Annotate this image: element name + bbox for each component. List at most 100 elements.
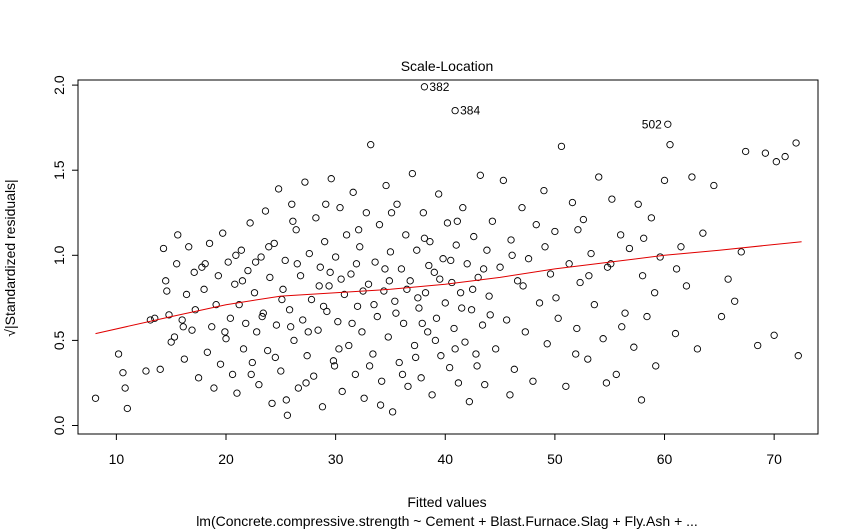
data-point [672, 265, 681, 273]
data-point [307, 295, 316, 304]
data-point [630, 343, 638, 351]
data-point [612, 370, 620, 379]
data-point [552, 294, 560, 302]
data-point [445, 363, 454, 372]
data-point [618, 323, 626, 331]
data-point [384, 333, 392, 341]
data-point [272, 321, 281, 329]
data-point [483, 246, 491, 254]
data-point [634, 200, 642, 208]
data-point [437, 352, 445, 360]
data-point [386, 248, 395, 256]
chart-title: Scale-Location [401, 58, 494, 74]
data-point [399, 319, 408, 328]
data-point [529, 377, 537, 385]
data-point [365, 362, 374, 370]
data-point [238, 277, 247, 285]
data-point [508, 251, 516, 259]
data-point [519, 282, 527, 290]
data-point [485, 292, 493, 300]
data-point [163, 287, 171, 295]
data-point [329, 357, 338, 365]
data-point [259, 309, 267, 317]
data-point [503, 316, 511, 324]
data-point [473, 362, 481, 370]
data-point [602, 379, 611, 387]
data-point [91, 394, 100, 402]
plot-frame [77, 79, 819, 435]
data-point [451, 345, 459, 353]
data-point [587, 249, 595, 258]
data-point [342, 231, 351, 239]
data-point [142, 367, 150, 375]
data-point [292, 226, 300, 234]
data-point [301, 178, 309, 186]
data-point [421, 289, 430, 297]
data-point [338, 387, 346, 396]
data-point [463, 260, 471, 268]
data-point [452, 241, 460, 249]
data-point [162, 277, 170, 285]
data-point [458, 304, 466, 312]
data-point [304, 328, 312, 336]
data-point [373, 312, 381, 321]
data-point [287, 323, 295, 331]
data-point [710, 181, 718, 190]
data-point [476, 171, 484, 179]
data-point [470, 232, 478, 241]
x-tick-label: 10 [109, 451, 125, 467]
data-point [278, 295, 286, 304]
data-point [450, 324, 458, 333]
labeled-data-point [451, 106, 459, 115]
data-point [546, 270, 555, 278]
data-point [425, 261, 433, 270]
data-point [772, 158, 780, 166]
data-point [770, 331, 778, 339]
data-point [325, 282, 333, 290]
data-point [250, 289, 259, 297]
data-point [647, 214, 656, 222]
data-point [761, 149, 770, 157]
data-point [562, 382, 570, 390]
smooth-trend-line [95, 241, 802, 335]
data-point [224, 258, 232, 266]
data-point [114, 350, 123, 358]
data-point [410, 341, 419, 350]
data-point [246, 219, 254, 227]
data-point [418, 319, 426, 328]
data-point [599, 335, 607, 343]
data-point [402, 231, 410, 239]
data-point [123, 404, 131, 413]
data-point [382, 181, 390, 190]
data-point [441, 299, 449, 307]
data-point [305, 249, 313, 258]
data-point [518, 203, 526, 212]
data-point [572, 350, 580, 358]
data-point [535, 299, 544, 307]
x-tick-label: 60 [657, 451, 673, 467]
data-point [331, 253, 340, 261]
data-point [392, 309, 400, 317]
data-point [336, 203, 344, 212]
data-point [443, 219, 452, 227]
data-point [321, 238, 329, 246]
data-point [467, 306, 476, 314]
data-point [656, 253, 664, 261]
data-point [488, 217, 497, 225]
data-point [454, 379, 463, 387]
data-point [574, 226, 582, 234]
data-point [293, 260, 301, 268]
data-point [424, 328, 432, 336]
data-point [314, 326, 322, 334]
data-point [524, 255, 533, 263]
data-point [754, 341, 762, 350]
model-formula-subtitle: lm(Concrete.compressive.strength ~ Cemen… [196, 513, 698, 529]
data-point [432, 314, 441, 322]
data-point [406, 277, 414, 285]
data-point [265, 243, 273, 251]
data-point [349, 188, 357, 196]
data-point [492, 345, 500, 353]
data-point [348, 319, 356, 328]
data-point [521, 328, 529, 336]
data-point [290, 336, 298, 345]
